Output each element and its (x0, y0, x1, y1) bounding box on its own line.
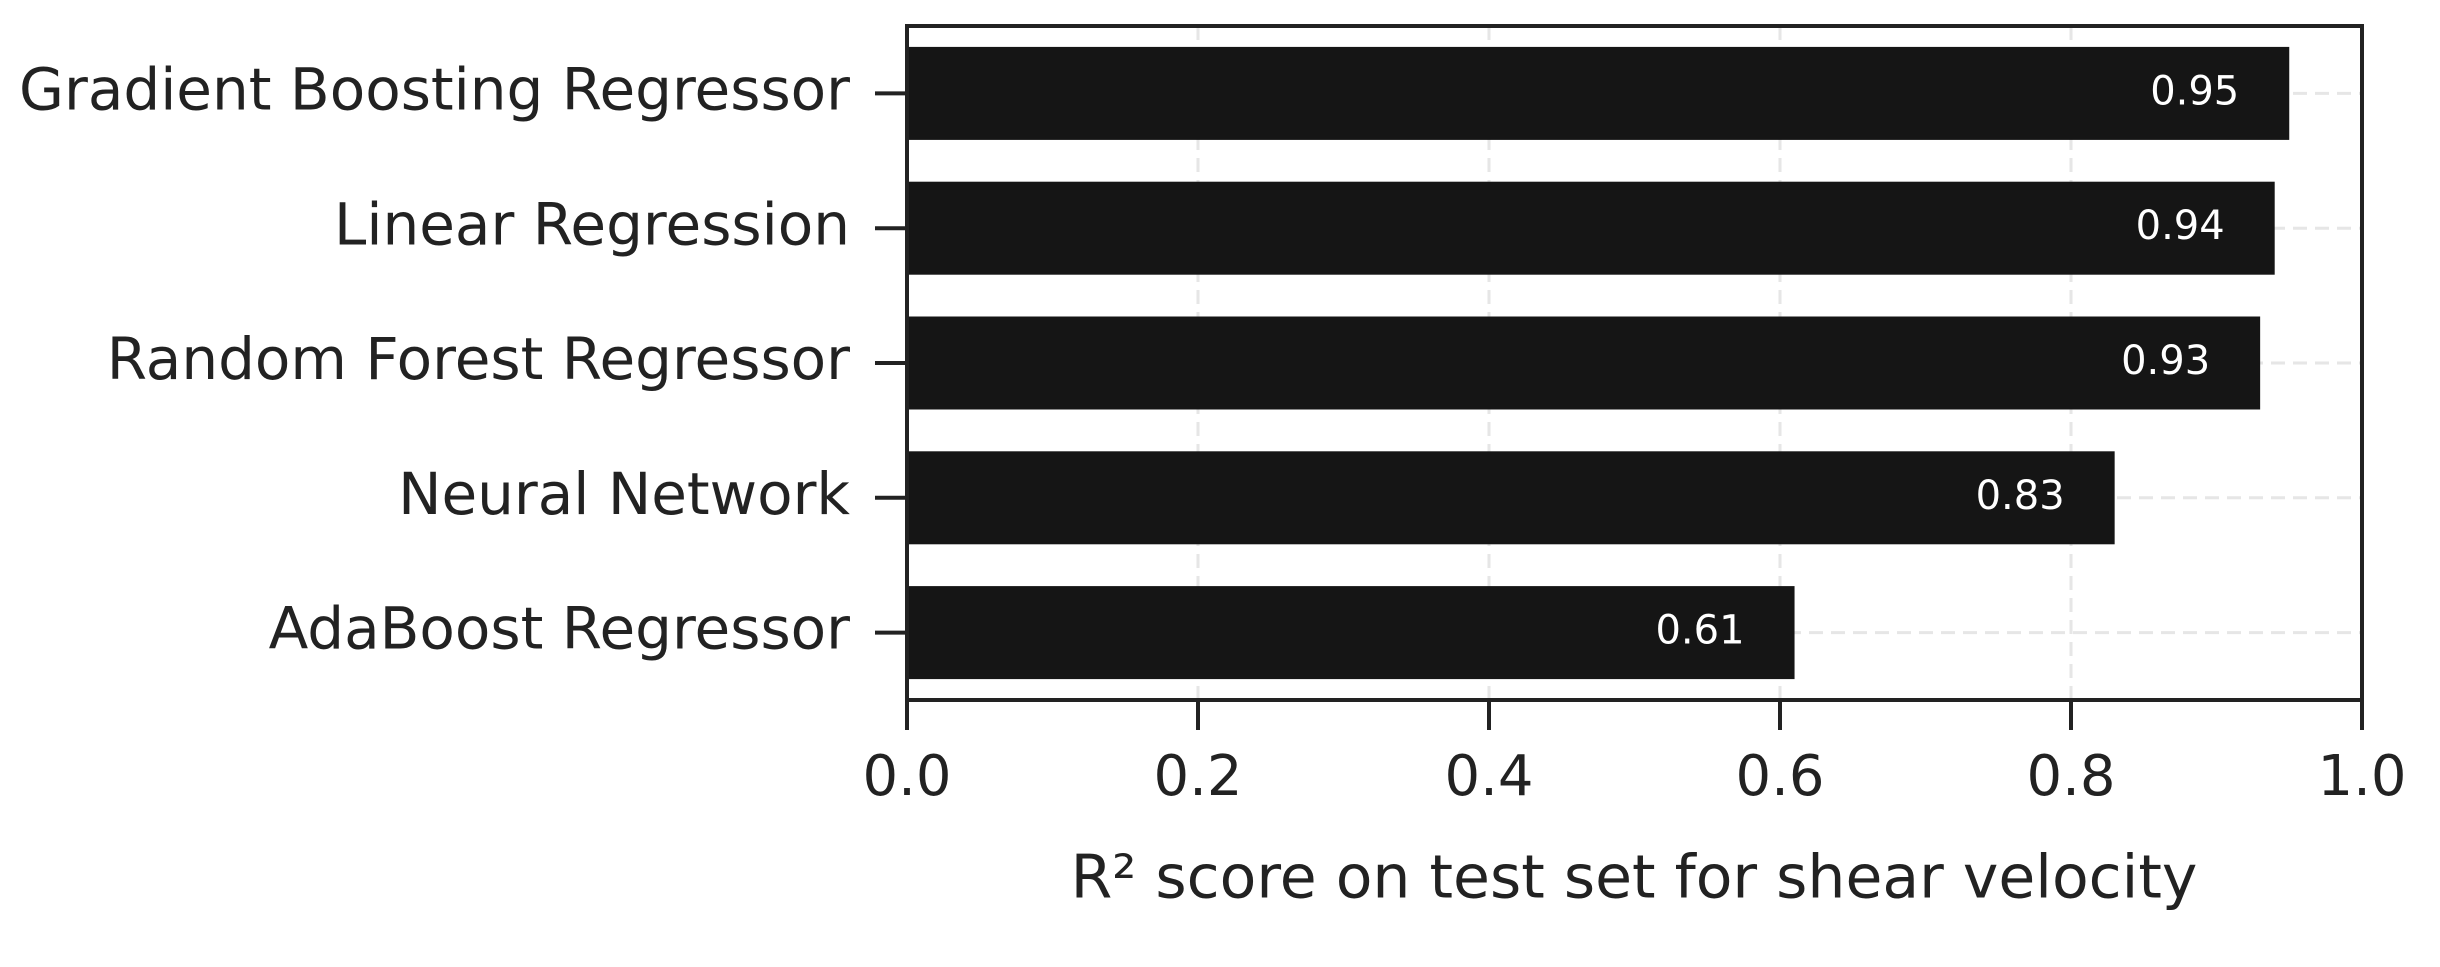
bar (907, 316, 2261, 410)
y-tick-label: Gradient Boosting Regressor (19, 56, 850, 124)
x-tick-label: 0.6 (1735, 744, 1824, 809)
value-label: 0.61 (1655, 608, 1744, 654)
bar (907, 451, 2115, 545)
value-label: 0.83 (1976, 473, 2065, 519)
x-tick-label: 0.4 (1444, 744, 1533, 809)
bar (907, 586, 1795, 680)
plot-frame (905, 24, 2364, 702)
y-tick-label: Neural Network (398, 460, 850, 528)
x-axis-label: R² score on test set for shear velocity (1071, 843, 2198, 913)
bar (907, 46, 2290, 140)
x-tick-label: 1.0 (2317, 744, 2406, 809)
y-tick-label: Random Forest Regressor (107, 325, 850, 393)
y-tick-label: Linear Regression (334, 190, 850, 258)
y-tick-label: AdaBoost Regressor (269, 595, 851, 663)
value-label: 0.95 (2150, 68, 2239, 114)
bar (907, 181, 2275, 275)
value-label: 0.93 (2121, 338, 2210, 384)
x-tick-label: 0.2 (1153, 744, 1242, 809)
value-label: 0.94 (2136, 203, 2225, 249)
x-tick-label: 0.0 (862, 744, 951, 809)
x-tick-label: 0.8 (2026, 744, 2115, 809)
